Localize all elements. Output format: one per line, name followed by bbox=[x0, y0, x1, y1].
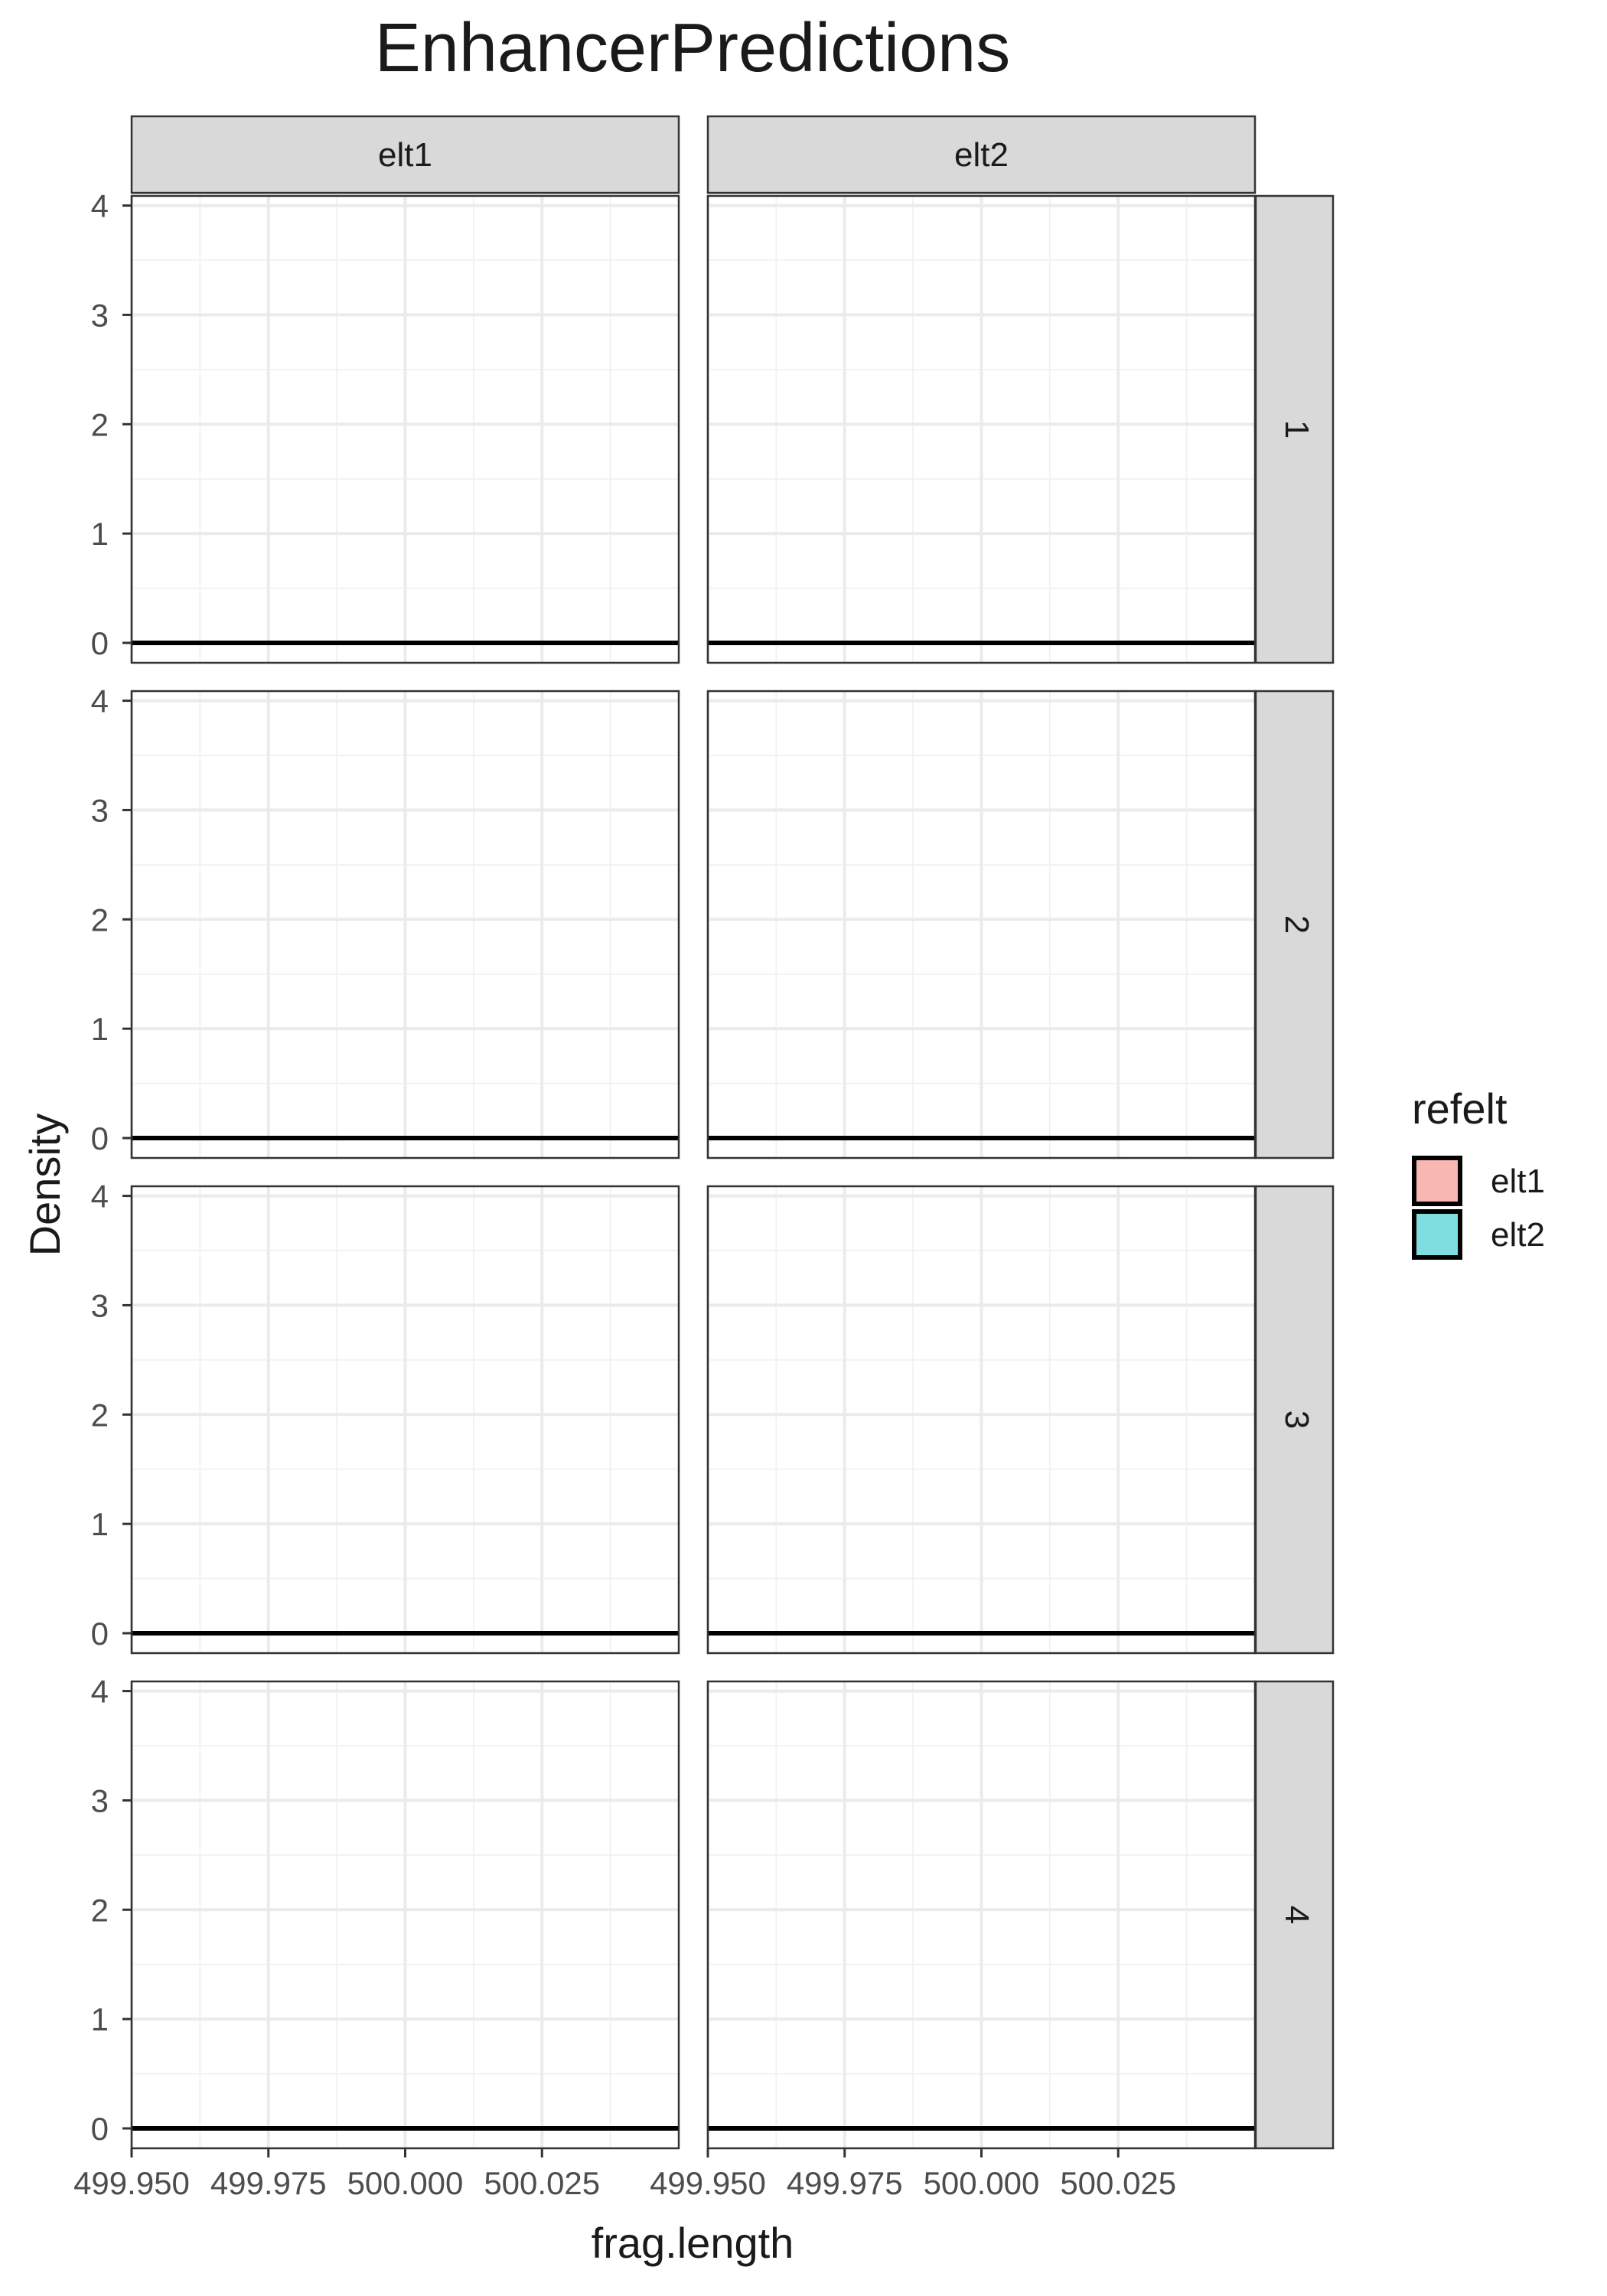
y-tick-label: 0 bbox=[91, 1120, 109, 1156]
panel-elt2-2 bbox=[706, 690, 1257, 1159]
legend-item-elt1: elt1 bbox=[1412, 1156, 1545, 1206]
row-strip-label: 4 bbox=[1278, 1906, 1315, 1924]
panel-border bbox=[706, 1185, 1257, 1655]
y-tick-label: 2 bbox=[91, 1892, 109, 1928]
column-strip-label: elt2 bbox=[954, 136, 1009, 174]
y-tick-label: 2 bbox=[91, 1397, 109, 1433]
y-tick-label: 0 bbox=[91, 2111, 109, 2147]
y-tick-label: 0 bbox=[91, 625, 109, 661]
x-tick-label: 500.025 bbox=[484, 2165, 600, 2201]
y-tick-label: 2 bbox=[91, 902, 109, 938]
legend-swatch bbox=[1412, 1209, 1462, 1260]
panel-border bbox=[706, 194, 1257, 664]
x-tick-label: 500.025 bbox=[1060, 2165, 1176, 2201]
x-tick-label: 499.950 bbox=[650, 2165, 766, 2201]
y-tick-label: 4 bbox=[91, 188, 109, 224]
y-tick-label: 1 bbox=[91, 2001, 109, 2037]
row-strip-label: 3 bbox=[1278, 1411, 1315, 1429]
panel-elt1-4: 0 1 2 3 4 499.950 499.975 500.000 500.025 bbox=[73, 1674, 680, 2201]
row-strip-3: 3 bbox=[1254, 1185, 1335, 1655]
row-strip-4: 4 bbox=[1254, 1680, 1335, 2150]
panel-border bbox=[130, 194, 680, 664]
row-strip-label: 2 bbox=[1278, 915, 1315, 934]
y-tick-label: 2 bbox=[91, 406, 109, 442]
y-tick-label: 1 bbox=[91, 516, 109, 552]
y-tick-label: 4 bbox=[91, 1179, 109, 1215]
column-strip-box bbox=[130, 115, 680, 194]
column-strip-elt2: elt2 bbox=[706, 115, 1257, 194]
column-strip-label: elt1 bbox=[378, 136, 432, 174]
row-strip-1: 1 bbox=[1254, 194, 1335, 664]
y-tick-label: 3 bbox=[91, 297, 109, 333]
legend-item-elt2: elt2 bbox=[1412, 1209, 1545, 1260]
y-tick-label: 3 bbox=[91, 1782, 109, 1818]
row-strip-label: 1 bbox=[1278, 420, 1315, 439]
y-tick-label: 0 bbox=[91, 1616, 109, 1652]
row-strip-2: 2 bbox=[1254, 690, 1335, 1159]
y-tick-label: 3 bbox=[91, 1287, 109, 1323]
x-axis-label: frag.length bbox=[592, 2219, 794, 2267]
panel-elt1-2: 0 1 2 3 4 bbox=[91, 683, 680, 1159]
x-tick-label: 499.950 bbox=[73, 2165, 190, 2201]
panel-elt2-1 bbox=[706, 194, 1257, 664]
panel-border bbox=[706, 690, 1257, 1159]
x-tick-label: 499.975 bbox=[787, 2165, 903, 2201]
legend-item-label: elt1 bbox=[1491, 1163, 1545, 1200]
legend: refelt elt1 elt2 bbox=[1412, 1084, 1545, 1260]
y-tick-label: 1 bbox=[91, 1011, 109, 1047]
row-strip-box bbox=[1254, 690, 1335, 1159]
row-strip-box bbox=[1254, 194, 1335, 664]
legend-title: refelt bbox=[1412, 1084, 1508, 1133]
panel-elt1-3: 0 1 2 3 4 bbox=[91, 1179, 680, 1655]
x-tick-label: 500.000 bbox=[924, 2165, 1040, 2201]
panel-elt2-3 bbox=[706, 1185, 1257, 1655]
legend-swatch bbox=[1412, 1156, 1462, 1206]
panel-elt2-4: 499.950 499.975 500.000 500.025 bbox=[650, 1680, 1257, 2201]
y-tick-label: 3 bbox=[91, 792, 109, 828]
y-tick-label: 4 bbox=[91, 1674, 109, 1710]
panel-border bbox=[130, 1185, 680, 1655]
y-tick-label: 1 bbox=[91, 1506, 109, 1542]
panel-elt1-1: 0 1 2 3 4 bbox=[91, 188, 680, 664]
column-strip-box bbox=[706, 115, 1257, 194]
row-strip-box bbox=[1254, 1185, 1335, 1655]
row-strip-box bbox=[1254, 1680, 1335, 2150]
x-tick-label: 499.975 bbox=[210, 2165, 327, 2201]
legend-item-label: elt2 bbox=[1491, 1216, 1545, 1254]
x-tick-label: 500.000 bbox=[347, 2165, 464, 2201]
panel-border bbox=[130, 690, 680, 1159]
y-tick-label: 4 bbox=[91, 683, 109, 719]
column-strip-elt1: elt1 bbox=[130, 115, 680, 194]
y-axis-label: Density bbox=[21, 1114, 69, 1257]
chart-title: EnhancerPredictions bbox=[375, 10, 1010, 86]
